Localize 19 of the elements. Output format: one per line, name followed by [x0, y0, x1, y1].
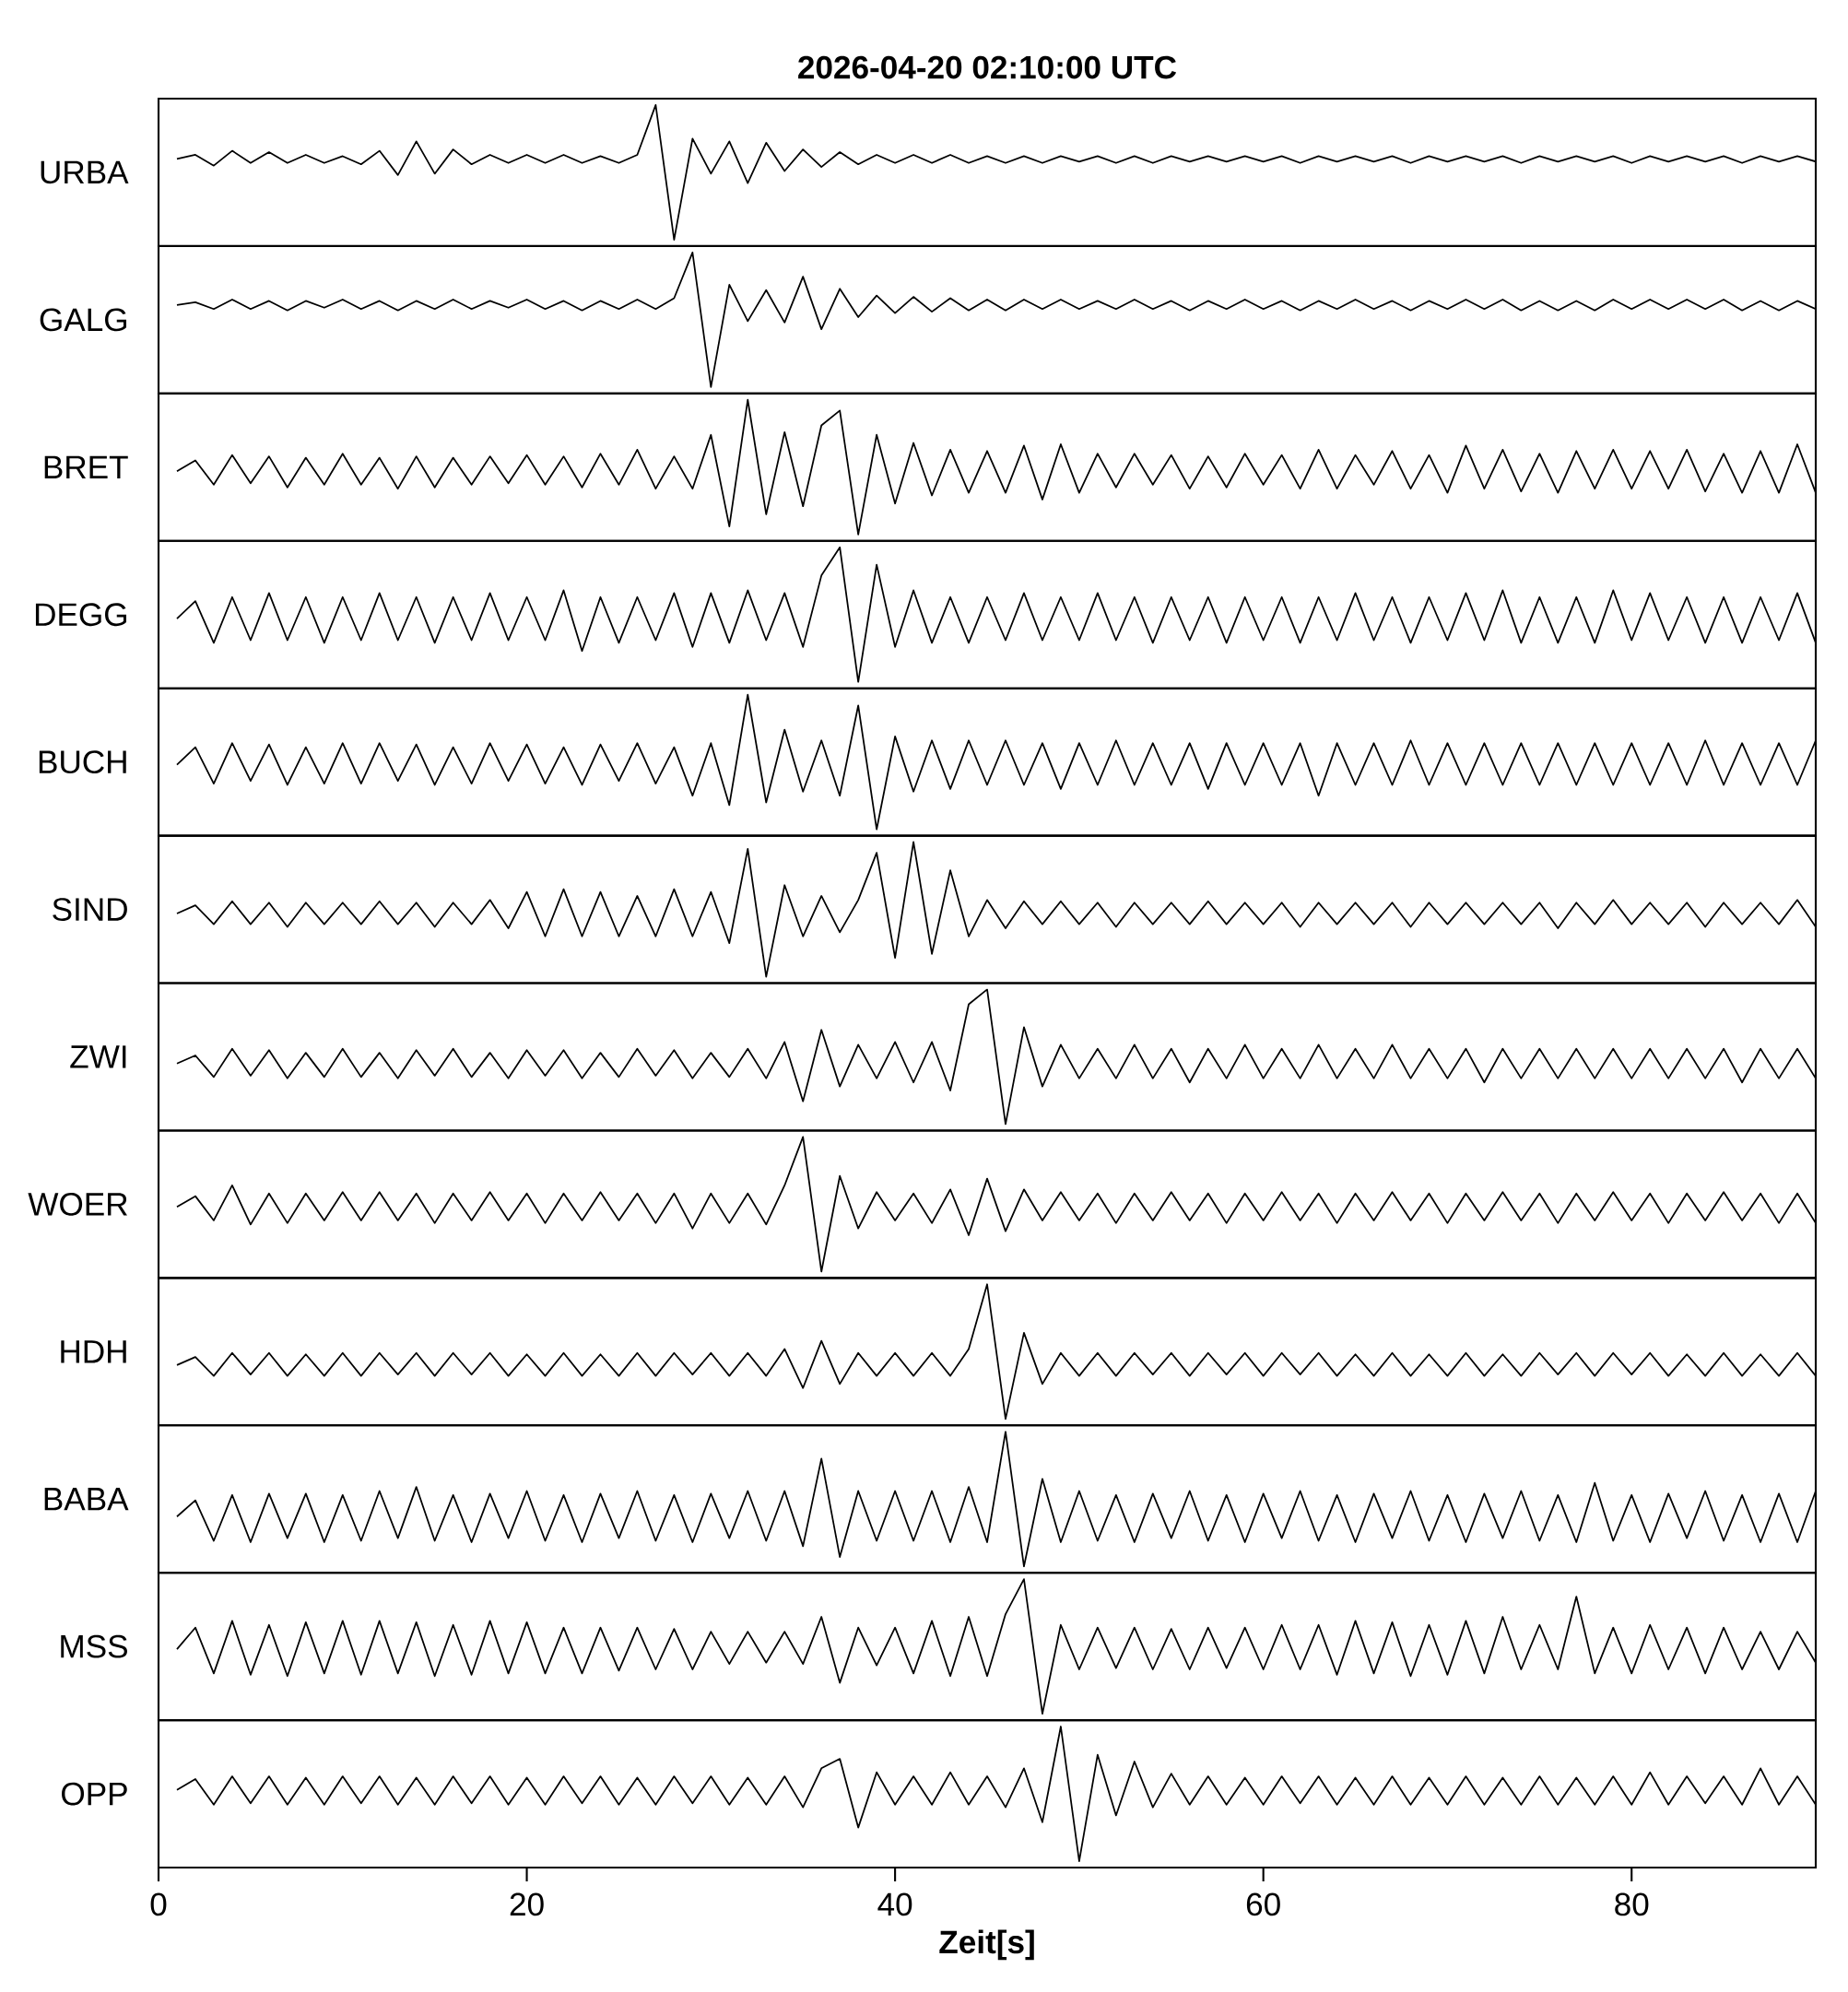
- y-axis-title: BABA: [44, 1488, 129, 1511]
- y-axis-title: BUCH: [39, 750, 126, 774]
- y-axis-title: DEGG: [35, 603, 126, 627]
- y-axis-title: WOER: [28, 1192, 127, 1216]
- y-axis-title: BRET: [44, 455, 128, 478]
- y-axis-title: URBA: [41, 160, 129, 184]
- x-tick-label: 0: [150, 1892, 167, 1916]
- x-axis-title: Zeit[s]: [939, 1929, 1034, 1961]
- y-axis-title: MSS: [61, 1634, 127, 1658]
- y-axis-title: SIND: [53, 898, 127, 921]
- x-tick-label: 20: [510, 1892, 544, 1916]
- y-axis-title: HDH: [61, 1340, 126, 1363]
- x-tick-label: 60: [1246, 1892, 1280, 1916]
- x-tick-label: 80: [1615, 1892, 1649, 1916]
- x-tick-label: 40: [877, 1892, 912, 1916]
- y-axis-title: ZWI: [70, 1045, 126, 1068]
- chart-title: 2026-04-20 02:10:00 UTC: [798, 55, 1177, 79]
- y-axis-title: GALG: [40, 308, 126, 332]
- y-axis-title: OPP: [62, 1782, 127, 1806]
